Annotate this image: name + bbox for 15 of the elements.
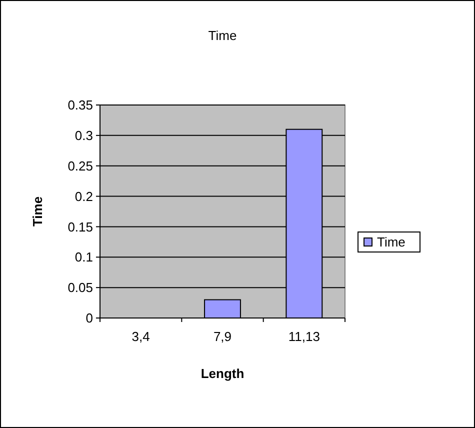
x-tick-label: 3,4 bbox=[132, 329, 150, 344]
x-tick-label: 11,13 bbox=[288, 329, 320, 344]
y-tick-label: 0.2 bbox=[74, 188, 93, 204]
x-axis-title: Length bbox=[200, 366, 244, 381]
y-tick-label: 0.05 bbox=[68, 280, 93, 296]
y-tick-label: 0.15 bbox=[68, 219, 93, 234]
y-tick-label: 0.25 bbox=[68, 158, 93, 174]
x-tick-label: 7,9 bbox=[213, 329, 232, 344]
y-axis-title: Time bbox=[30, 196, 45, 227]
y-tick-label: 0.3 bbox=[74, 128, 93, 143]
chart-title: Time bbox=[208, 28, 237, 43]
y-tick-label: 0.1 bbox=[74, 250, 93, 265]
legend-label: Time bbox=[377, 234, 406, 250]
y-tick-label: 0.35 bbox=[68, 98, 93, 113]
y-tick-label: 0 bbox=[86, 310, 93, 326]
